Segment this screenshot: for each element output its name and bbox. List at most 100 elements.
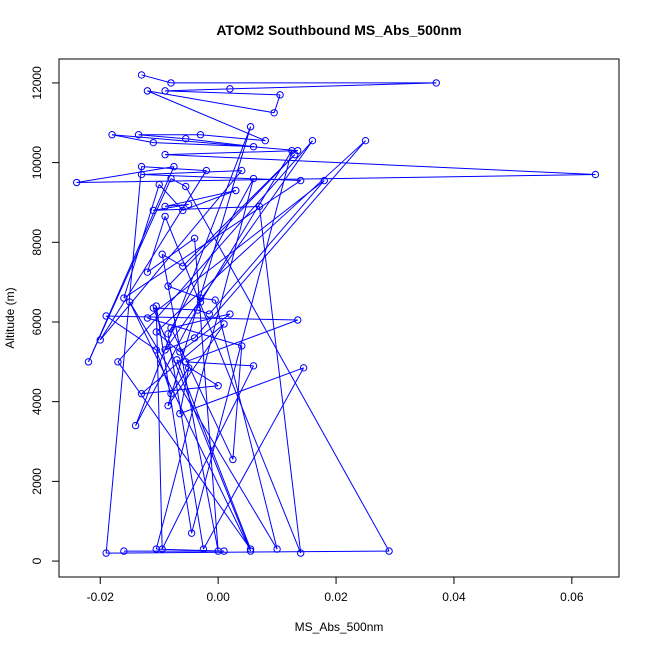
series-line-segment	[191, 150, 293, 534]
series-line-segment	[155, 140, 366, 333]
series-line-segment	[99, 170, 207, 341]
data-point	[164, 330, 172, 338]
series-line-segment	[170, 178, 186, 187]
data-point	[246, 545, 255, 553]
series-line-segment	[153, 307, 198, 311]
x-tick-label: 0.00	[206, 590, 230, 604]
series-line-segment	[141, 323, 225, 395]
x-tick-label: 0.06	[560, 590, 584, 604]
data-point	[238, 342, 246, 350]
data-point	[193, 306, 202, 314]
data-point	[161, 87, 169, 95]
data-point	[96, 336, 104, 344]
y-tick-label: 12000	[30, 66, 44, 100]
series-line-segment	[165, 154, 596, 176]
series-line-segment	[185, 361, 254, 367]
data-point	[173, 356, 181, 364]
series-line-segment	[164, 140, 313, 351]
series-line-segment	[105, 315, 157, 351]
series-line-segment	[182, 190, 237, 211]
series-line-segment	[164, 216, 302, 554]
data-point	[187, 529, 196, 537]
y-tick-label: 8000	[30, 229, 44, 256]
series-line-segment	[117, 361, 251, 550]
data-point	[229, 455, 237, 464]
data-point	[199, 545, 208, 553]
data-point	[152, 302, 160, 310]
data-point	[182, 358, 190, 366]
data-point	[249, 362, 258, 370]
data-point	[182, 182, 190, 191]
series-line-segment	[167, 154, 296, 287]
y-axis-title: Altitude (m)	[3, 287, 17, 348]
series-line-segment	[176, 359, 252, 550]
series-line-segment	[155, 349, 172, 394]
data-point	[161, 212, 169, 221]
series-line-segment	[155, 305, 193, 534]
series-line-segment	[129, 301, 252, 552]
series-line-segment	[135, 301, 201, 426]
data-point	[158, 250, 166, 258]
y-tick-label: 4000	[30, 388, 44, 415]
series-line-segment	[185, 319, 298, 363]
data-point	[190, 234, 199, 243]
data-point	[294, 316, 302, 324]
y-tick-label: 0	[30, 557, 44, 564]
y-tick-label: 6000	[30, 308, 44, 335]
data-point	[385, 547, 393, 555]
x-axis-title: MS_Abs_500nm	[295, 620, 384, 634]
data-point	[170, 162, 178, 171]
series-line-segment	[167, 178, 254, 335]
series-line-segment	[141, 166, 207, 172]
series-line-segment	[76, 174, 596, 184]
data-point	[149, 206, 158, 215]
series-line-segment	[258, 206, 302, 554]
data-point	[161, 346, 169, 354]
data-point	[249, 142, 258, 151]
y-tick-label: 2000	[30, 468, 44, 495]
data-point	[211, 296, 219, 304]
x-tick-label: 0.02	[324, 590, 348, 604]
x-axis: -0.02 0.00 0.02 0.04 0.06	[87, 577, 584, 604]
series-line-segment	[153, 142, 254, 148]
data-point	[361, 136, 370, 145]
data-point	[320, 176, 328, 185]
series-line-segment	[170, 327, 234, 460]
series-line-segment	[194, 238, 219, 552]
data-point	[246, 547, 255, 555]
series-line-segment	[106, 315, 298, 321]
data-point	[143, 314, 152, 322]
plot-frame	[58, 58, 620, 578]
series-layer	[72, 71, 600, 557]
data-point	[246, 123, 255, 131]
series-line-segment	[112, 134, 298, 152]
series-line-segment	[170, 367, 190, 394]
series-line-segment	[170, 313, 231, 329]
data-point	[249, 174, 258, 183]
series-line-segment	[135, 126, 252, 426]
series-line-segment	[129, 301, 278, 550]
series-line-segment	[197, 309, 210, 315]
data-point	[72, 178, 81, 187]
series-line-segment	[165, 90, 281, 96]
data-point	[202, 166, 211, 175]
data-point	[167, 324, 175, 332]
series-line-segment	[147, 237, 195, 273]
series-line-segment	[141, 74, 172, 84]
series-line-segment	[194, 140, 366, 339]
data-point	[255, 202, 264, 211]
data-point	[182, 134, 190, 143]
data-point	[299, 364, 308, 372]
series-line-segment	[185, 138, 254, 148]
data-point	[137, 390, 146, 398]
series-line-segment	[123, 184, 160, 299]
x-tick-label: 0.04	[442, 590, 466, 604]
data-point	[232, 186, 240, 195]
data-point	[143, 268, 152, 276]
data-point	[205, 310, 214, 318]
data-point	[149, 138, 158, 147]
data-point	[131, 421, 140, 430]
data-point	[273, 545, 281, 553]
